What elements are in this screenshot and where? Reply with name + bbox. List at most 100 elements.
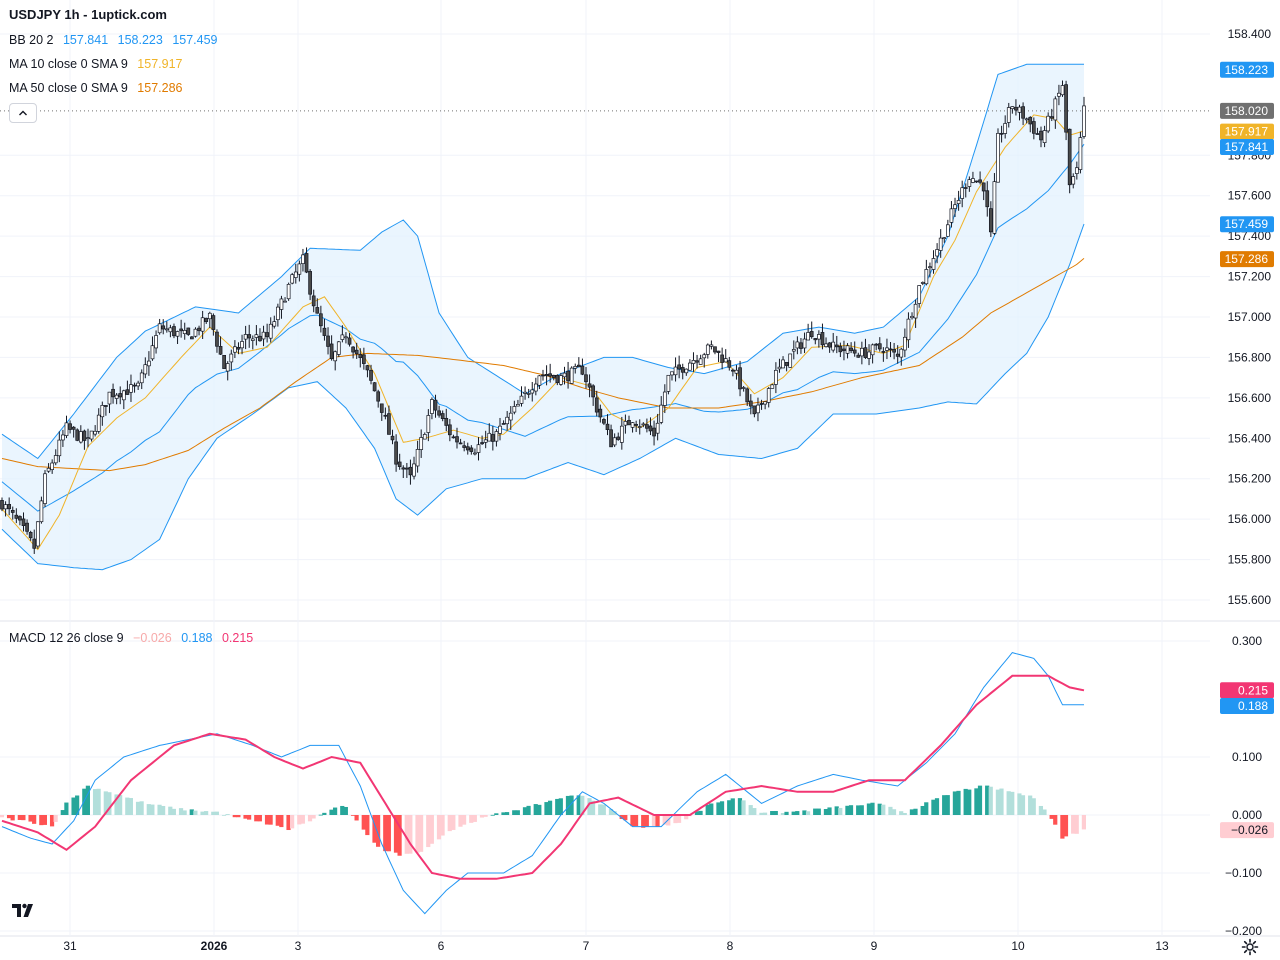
macd-histogram-bar [899,811,904,815]
candle-body [222,354,226,369]
candle-body [18,516,22,521]
candle-body [627,420,631,426]
candle-body [748,400,753,407]
legend-bb[interactable]: BB 20 2 157.841 158.223 157.459 [9,33,224,47]
macd-histogram-bar [300,815,305,824]
candle-body [415,449,420,467]
macd-histogram-bar [544,802,549,815]
candle-body [576,364,581,368]
candle-body [480,442,484,445]
macd-histogram-bar [386,815,391,852]
legend-macd-label: MACD 12 26 close 9 [9,631,124,645]
candle-body [680,367,685,373]
macd-histogram-bar [107,792,112,815]
candle-body [892,349,896,353]
macd-badge-bg [1220,822,1274,839]
candle-body [874,343,879,346]
price-badge-text: 157.286 [1225,252,1269,266]
candle-body [190,336,194,340]
macd-histogram-bar [762,812,768,815]
macd-histogram-bar [512,810,517,815]
candle-body [150,345,155,360]
candle-body [465,446,470,451]
candle-body [336,341,341,355]
macd-histogram-bar [92,789,98,815]
macd-histogram-bar [931,799,936,815]
legend-bb-basis: 157.841 [62,33,109,47]
legend-ma10-label: MA 10 close 0 SMA 9 [9,57,128,71]
macd-histogram-bar [135,801,141,815]
macd-histogram-bar [504,812,510,815]
candle-body [1060,85,1065,96]
macd-histogram-bar [415,815,420,853]
macd-histogram-bar [275,815,280,826]
candle-body [218,346,223,355]
candle-body [0,500,4,510]
candle-body [383,414,388,417]
macd-histogram-bar [354,815,359,821]
macd-histogram-bar [178,808,184,815]
candle-body [107,391,112,405]
macd-histogram-bar [891,809,897,815]
candle-body [605,423,610,430]
macd-histogram-bar [418,815,424,852]
legend-ma50[interactable]: MA 50 close 0 SMA 9 157.286 [9,81,188,95]
candle-body [1078,137,1083,170]
candle-body [437,410,441,416]
macd-histogram-bar [555,798,560,815]
candle-body [225,363,230,372]
macd-histogram-bar [307,815,313,822]
legend-macd[interactable]: MACD 12 26 close 9 −0.026 0.188 0.215 [9,631,259,645]
candle-body [1074,167,1079,174]
legend-ma10[interactable]: MA 10 close 0 SMA 9 157.917 [9,57,188,71]
macd-histogram-bar [1081,815,1086,830]
price-badge-text: 157.459 [1225,217,1269,231]
macd-badge: 0.215 [1220,682,1274,699]
macd-histogram-bar [623,815,628,821]
candle-body [154,335,158,349]
candle-body [347,337,352,345]
candle-body [756,404,760,414]
macd-histogram-bar [995,789,1001,815]
candle-body [215,331,219,347]
macd-histogram-bar [770,811,775,815]
macd-histogram-bar [21,815,26,821]
candle-body [405,467,409,470]
macd-histogram-bar [340,805,345,815]
macd-histogram-bar [171,808,176,815]
candle-body [462,445,467,448]
legend-macd-hist: −0.026 [133,631,172,645]
macd-histogram-bar [361,815,366,830]
price-badge-bg [1220,61,1274,78]
tradingview-logo-icon[interactable] [10,900,38,920]
candle-body [193,328,198,337]
macd-histogram-bar [483,815,488,817]
candle-body [806,332,810,341]
candle-body [917,285,922,304]
price-badge: 158.223 [1220,61,1274,78]
candle-body [132,384,137,387]
candle-body [544,374,549,377]
candle-body [147,360,151,367]
candle-body [566,370,570,382]
macd-histogram-bar [985,785,990,815]
macd-histogram-bar [332,807,338,815]
candle-body [161,325,166,330]
candle-body [412,463,416,477]
candle-body [834,344,839,348]
macd-histogram-bar [856,805,861,815]
macd-histogram-bar [461,815,467,825]
time-tick-label: 7 [583,939,590,953]
macd-badge-text: 0.215 [1238,683,1268,697]
candle-body [519,395,524,404]
candle-body [935,249,939,257]
collapse-legend-button[interactable] [9,103,37,123]
macd-histogram-bar [114,794,119,815]
candle-body [788,353,793,368]
gear-icon[interactable] [1241,938,1259,956]
candle-body [358,354,363,359]
candle-body [422,434,427,440]
macd-histogram-bar [902,812,907,815]
candle-body [860,347,864,357]
